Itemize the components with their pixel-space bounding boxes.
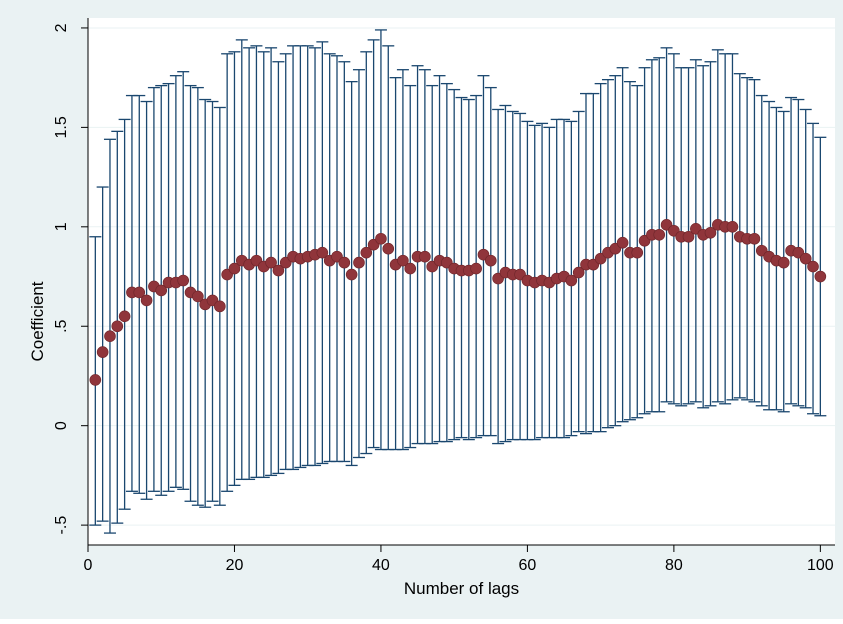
coefficient-point bbox=[572, 266, 585, 279]
coefficient-point bbox=[565, 274, 578, 287]
coefficient-point bbox=[748, 232, 761, 245]
coefficient-point bbox=[360, 246, 373, 259]
coefficient-point bbox=[807, 260, 819, 273]
coefficient-point bbox=[345, 268, 358, 281]
y-tick-label: 2 bbox=[53, 23, 70, 32]
coefficient-point bbox=[726, 221, 739, 233]
ticks: -.50.511.520 20 40 60 80 100 bbox=[53, 23, 834, 574]
axes bbox=[87, 18, 835, 546]
coefficient-point bbox=[470, 262, 482, 275]
coefficient-point bbox=[104, 330, 116, 342]
coefficient-point bbox=[777, 256, 790, 269]
x-tick-label: 0 bbox=[84, 557, 93, 574]
x-tick-label: 60 bbox=[519, 557, 537, 574]
y-axis-label: Coefficient bbox=[28, 281, 47, 361]
y-tick-label: -.5 bbox=[53, 516, 70, 535]
coefficient-point bbox=[353, 256, 365, 269]
x-tick-label: 100 bbox=[807, 557, 834, 574]
y-tick-label: 1 bbox=[53, 222, 70, 231]
coefficient-point bbox=[375, 232, 387, 245]
coefficient-point bbox=[631, 246, 644, 259]
y-tick-label: .5 bbox=[53, 319, 70, 332]
coefficient-point bbox=[484, 254, 497, 267]
coefficient-points bbox=[89, 219, 827, 386]
coefficient-point bbox=[272, 264, 285, 277]
x-tick-label: 20 bbox=[226, 557, 244, 574]
coefficient-point bbox=[265, 256, 277, 269]
coefficient-point bbox=[111, 320, 124, 333]
coefficient-point bbox=[192, 290, 204, 303]
coefficient-point bbox=[404, 262, 417, 275]
coefficient-point bbox=[96, 346, 109, 358]
coefficient-point bbox=[140, 294, 153, 307]
coefficient-point bbox=[228, 262, 241, 275]
coefficient-point bbox=[177, 274, 190, 287]
coefficient-point bbox=[653, 228, 666, 241]
coefficient-point bbox=[682, 230, 695, 243]
coefficient-point bbox=[338, 256, 351, 269]
y-tick-label: 0 bbox=[53, 421, 70, 430]
coefficient-point bbox=[799, 252, 812, 265]
coefficient-point bbox=[616, 236, 629, 249]
coefficient-point bbox=[382, 242, 395, 255]
y-tick-label: 1.5 bbox=[53, 116, 70, 138]
coefficient-point bbox=[814, 270, 827, 283]
x-tick-label: 80 bbox=[665, 557, 683, 574]
coefficient-point bbox=[397, 254, 409, 267]
coefficient-point bbox=[89, 374, 102, 386]
coefficient-point bbox=[704, 226, 717, 239]
coefficient-point bbox=[214, 300, 226, 313]
coefficient-point bbox=[118, 310, 131, 323]
coefficient-point bbox=[419, 250, 431, 263]
coefficient-point bbox=[316, 246, 329, 259]
coefficient-point bbox=[133, 286, 146, 299]
x-axis-label: Number of lags bbox=[404, 579, 519, 598]
x-tick-label: 40 bbox=[372, 557, 390, 574]
coefficient-point bbox=[155, 284, 168, 297]
